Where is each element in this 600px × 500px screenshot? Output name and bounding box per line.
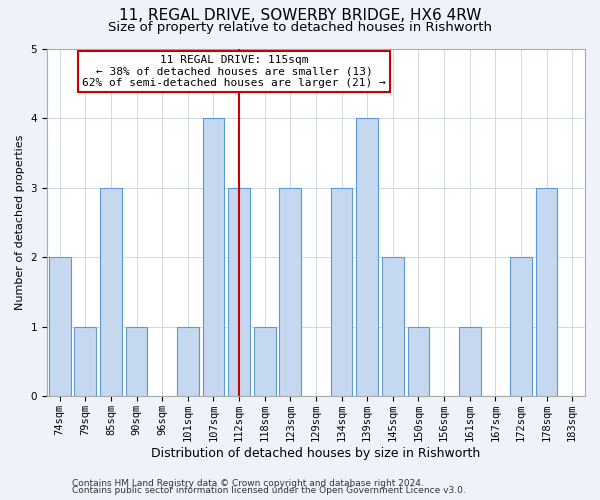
Bar: [74, 327, 96, 396]
Bar: [280, 188, 301, 396]
Bar: [100, 188, 122, 396]
Bar: [510, 258, 532, 396]
Bar: [331, 188, 352, 396]
Text: 11 REGAL DRIVE: 115sqm
← 38% of detached houses are smaller (13)
62% of semi-det: 11 REGAL DRIVE: 115sqm ← 38% of detached…: [82, 54, 386, 88]
Bar: [125, 327, 148, 396]
Bar: [203, 118, 224, 396]
Text: Contains HM Land Registry data © Crown copyright and database right 2024.: Contains HM Land Registry data © Crown c…: [72, 478, 424, 488]
Bar: [356, 118, 378, 396]
Text: 11, REGAL DRIVE, SOWERBY BRIDGE, HX6 4RW: 11, REGAL DRIVE, SOWERBY BRIDGE, HX6 4RW: [119, 8, 481, 22]
Bar: [254, 327, 275, 396]
Bar: [459, 327, 481, 396]
Bar: [536, 188, 557, 396]
Text: Contains public sector information licensed under the Open Government Licence v3: Contains public sector information licen…: [72, 486, 466, 495]
X-axis label: Distribution of detached houses by size in Rishworth: Distribution of detached houses by size …: [151, 447, 481, 460]
Bar: [177, 327, 199, 396]
Bar: [49, 258, 71, 396]
Y-axis label: Number of detached properties: Number of detached properties: [15, 135, 25, 310]
Text: Size of property relative to detached houses in Rishworth: Size of property relative to detached ho…: [108, 21, 492, 34]
Bar: [382, 258, 404, 396]
Bar: [407, 327, 430, 396]
Bar: [228, 188, 250, 396]
